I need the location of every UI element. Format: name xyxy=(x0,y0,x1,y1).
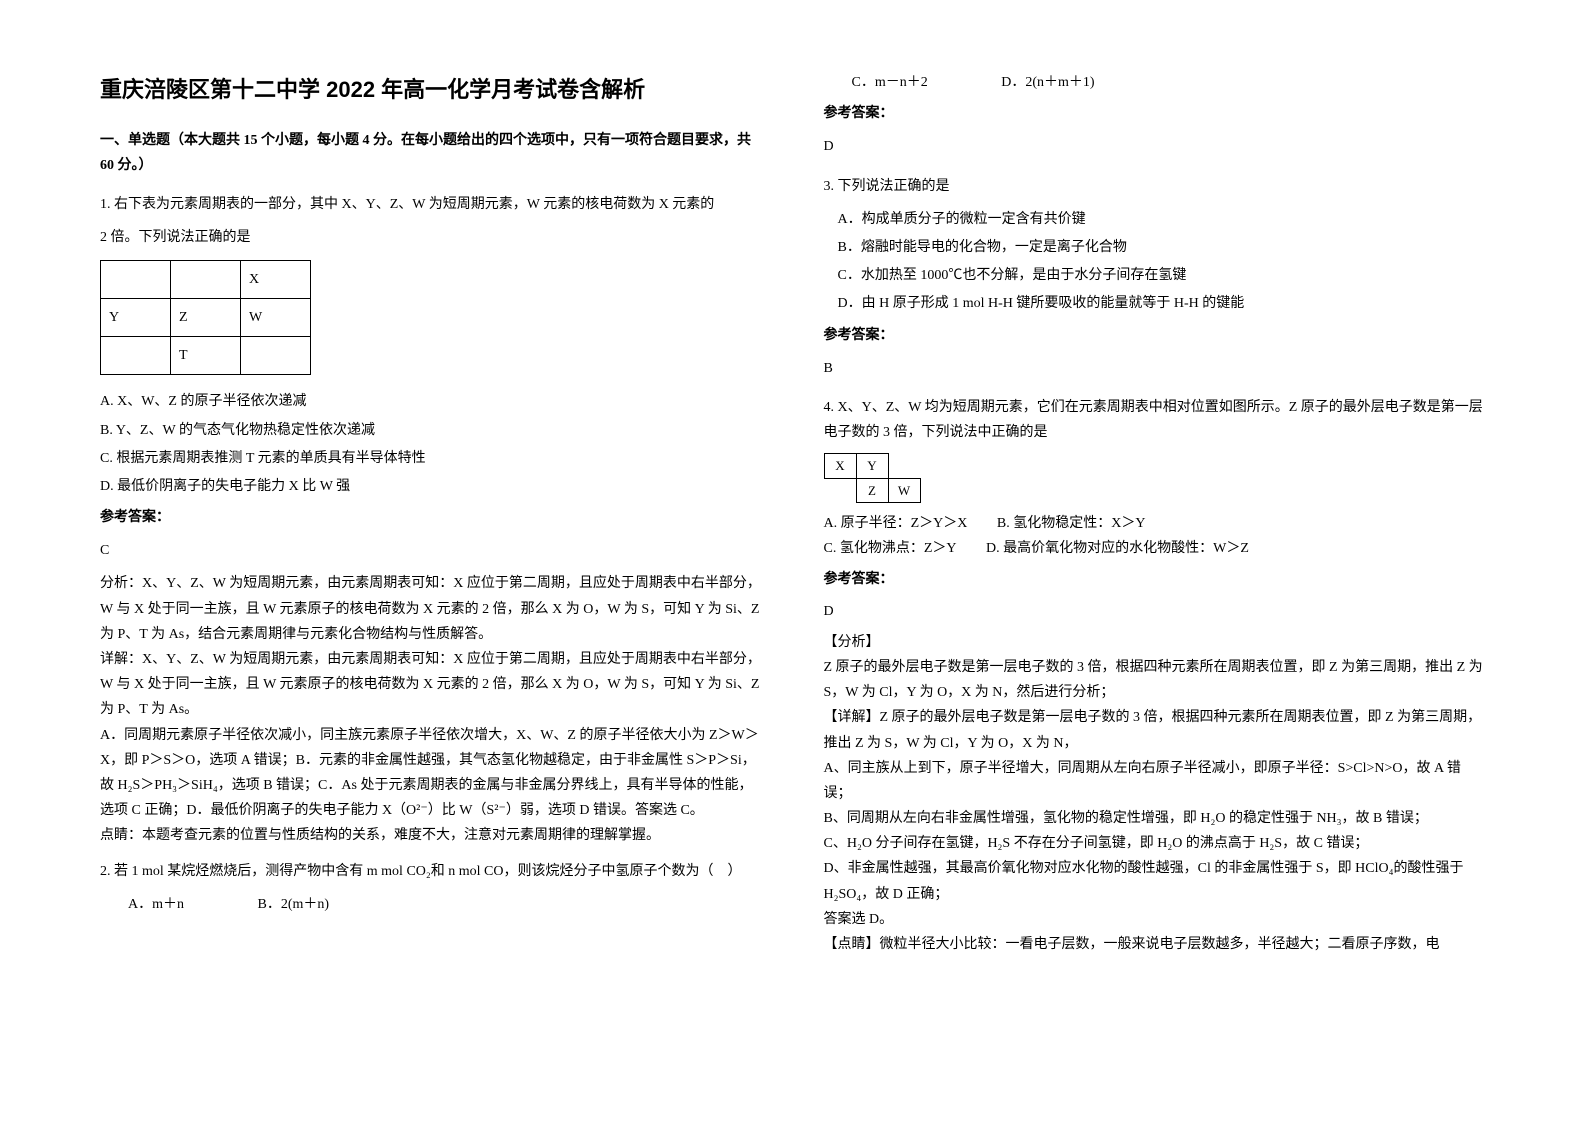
option: B. Y、Z、W 的气态气化物热稳定性依次递减 xyxy=(100,418,764,443)
q4-answer: D xyxy=(824,599,1488,624)
q4-table: X Y Z W xyxy=(824,453,921,503)
q4-analysis7: 答案选 D。 xyxy=(824,907,1488,932)
option: D．2(n＋m＋1) xyxy=(1001,70,1094,95)
q4-analysis4: B、同周期从左向右非金属性增强，氢化物的稳定性增强，即 H₂O 的稳定性强于 N… xyxy=(824,806,1488,831)
cell: Y xyxy=(856,454,888,478)
cell xyxy=(824,478,856,502)
option: D. 最高价氧化物对应的水化物酸性：W＞Z xyxy=(986,536,1249,561)
page-title: 重庆涪陵区第十二中学 2022 年高一化学月考试卷含解析 xyxy=(100,70,764,110)
option: A．构成单质分子的微粒一定含有共价键 xyxy=(838,207,1488,232)
q2-answer: D xyxy=(824,134,1488,159)
option: A．m＋n xyxy=(128,892,184,917)
option: A. 原子半径：Z＞Y＞X xyxy=(824,511,968,536)
cell: X xyxy=(241,261,311,299)
option: C．m－n＋2 xyxy=(852,70,928,95)
cell: Y xyxy=(101,299,171,337)
q4-analysis1: Z 原子的最外层电子数是第一层电子数的 3 倍，根据四种元素所在周期表位置，即 … xyxy=(824,655,1488,705)
q2-options-ab: A．m＋n B．2(m＋n) xyxy=(100,892,764,917)
cell xyxy=(241,337,311,375)
q3-answer: B xyxy=(824,356,1488,381)
q2-options-cd: C．m－n＋2 D．2(n＋m＋1) xyxy=(824,70,1488,95)
option: C. 根据元素周期表推测 T 元素的单质具有半导体特性 xyxy=(100,446,764,471)
answer-label: 参考答案： xyxy=(100,505,764,530)
q1-analysis2: 详解：X、Y、Z、W 为短周期元素，由元素周期表可知：X 应位于第二周期，且应处… xyxy=(100,647,764,723)
cell: W xyxy=(241,299,311,337)
q1-table: X Y Z W T xyxy=(100,260,311,375)
option: C．水加热至 1000℃也不分解，是由于水分子间存在氢键 xyxy=(838,263,1488,288)
q1-options: A. X、W、Z 的原子半径依次递减 B. Y、Z、W 的气态气化物热稳定性依次… xyxy=(100,389,764,499)
question-3: 3. 下列说法正确的是 A．构成单质分子的微粒一定含有共价键 B．熔融时能导电的… xyxy=(824,174,1488,381)
answer-label: 参考答案： xyxy=(824,567,1488,592)
answer-label: 参考答案： xyxy=(824,323,1488,348)
q4-options-cd: C. 氢化物沸点：Z＞Y D. 最高价氧化物对应的水化物酸性：W＞Z xyxy=(824,536,1488,561)
option: A. X、W、Z 的原子半径依次递减 xyxy=(100,389,764,414)
q4-analysis-label: 【分析】 xyxy=(824,630,1488,655)
q4-analysis8: 【点睛】微粒半径大小比较：一看电子层数，一般来说电子层数越多，半径越大；二看原子… xyxy=(824,932,1488,957)
q3-options: A．构成单质分子的微粒一定含有共价键 B．熔融时能导电的化合物，一定是离子化合物… xyxy=(824,207,1488,317)
q1-analysis1: 分析：X、Y、Z、W 为短周期元素，由元素周期表可知：X 应位于第二周期，且应处… xyxy=(100,571,764,647)
q1-analysis4: 点睛：本题考查元素的位置与性质结构的关系，难度不大，注意对元素周期律的理解掌握。 xyxy=(100,823,764,848)
question-1: 1. 右下表为元素周期表的一部分，其中 X、Y、Z、W 为短周期元素，W 元素的… xyxy=(100,192,764,849)
option: C. 氢化物沸点：Z＞Y xyxy=(824,536,957,561)
left-column: 重庆涪陵区第十二中学 2022 年高一化学月考试卷含解析 一、单选题（本大题共 … xyxy=(100,70,764,1072)
option: D. 最低价阴离子的失电子能力 X 比 W 强 xyxy=(100,474,764,499)
q2-stem: 2. 若 1 mol 某烷烃燃烧后，测得产物中含有 m mol CO₂和 n m… xyxy=(100,859,764,884)
cell: Z xyxy=(171,299,241,337)
q4-analysis6: D、非金属性越强，其最高价氧化物对应水化物的酸性越强，Cl 的非金属性强于 S，… xyxy=(824,856,1488,906)
option: B. 氢化物稳定性：X＞Y xyxy=(997,511,1146,536)
cell xyxy=(101,261,171,299)
q1-stem2: 2 倍。下列说法正确的是 xyxy=(100,225,764,250)
q1-answer: C xyxy=(100,538,764,563)
q3-stem: 3. 下列说法正确的是 xyxy=(824,174,1488,199)
option: B．熔融时能导电的化合物，一定是离子化合物 xyxy=(838,235,1488,260)
answer-label: 参考答案： xyxy=(824,101,1488,126)
q1-analysis3: A．同周期元素原子半径依次减小，同主族元素原子半径依次增大，X、W、Z 的原子半… xyxy=(100,723,764,824)
section-heading: 一、单选题（本大题共 15 个小题，每小题 4 分。在每小题给出的四个选项中，只… xyxy=(100,128,764,178)
q4-analysis3: A、同主族从上到下，原子半径增大，同周期从左向右原子半径减小，即原子半径：S>C… xyxy=(824,756,1488,806)
right-column: C．m－n＋2 D．2(n＋m＋1) 参考答案： D 3. 下列说法正确的是 A… xyxy=(824,70,1488,1072)
q1-stem1: 1. 右下表为元素周期表的一部分，其中 X、Y、Z、W 为短周期元素，W 元素的… xyxy=(100,192,764,217)
cell: W xyxy=(888,478,920,502)
q4-stem: 4. X、Y、Z、W 均为短周期元素，它们在元素周期表中相对位置如图所示。Z 原… xyxy=(824,395,1488,445)
option: B．2(m＋n) xyxy=(258,892,330,917)
q4-options-ab: A. 原子半径：Z＞Y＞X B. 氢化物稳定性：X＞Y xyxy=(824,511,1488,536)
cell: Z xyxy=(856,478,888,502)
q4-analysis2: 【详解】Z 原子的最外层电子数是第一层电子数的 3 倍，根据四种元素所在周期表位… xyxy=(824,705,1488,755)
cell: T xyxy=(171,337,241,375)
cell xyxy=(888,454,920,478)
question-4: 4. X、Y、Z、W 均为短周期元素，它们在元素周期表中相对位置如图所示。Z 原… xyxy=(824,395,1488,957)
question-2: 2. 若 1 mol 某烷烃燃烧后，测得产物中含有 m mol CO₂和 n m… xyxy=(100,859,764,917)
question-2-cont: C．m－n＋2 D．2(n＋m＋1) 参考答案： D xyxy=(824,70,1488,160)
cell xyxy=(171,261,241,299)
q4-analysis5: C、H₂O 分子间存在氢键，H₂S 不存在分子间氢键，即 H₂O 的沸点高于 H… xyxy=(824,831,1488,856)
cell: X xyxy=(824,454,856,478)
cell xyxy=(101,337,171,375)
option: D．由 H 原子形成 1 mol H-H 键所要吸收的能量就等于 H-H 的键能 xyxy=(838,291,1488,316)
